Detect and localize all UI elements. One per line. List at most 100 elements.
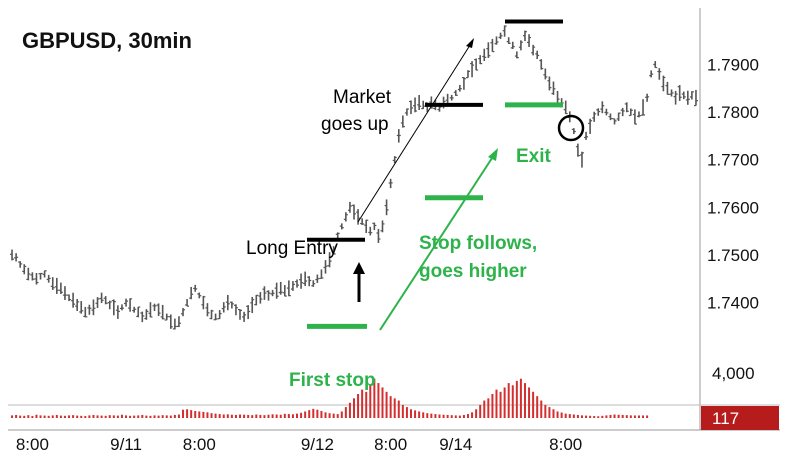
price-bar bbox=[608, 113, 613, 121]
price-bar bbox=[506, 37, 511, 44]
stop-follows-line1: Stop follows, bbox=[419, 233, 537, 254]
volume-bar bbox=[267, 414, 270, 418]
volume-bar bbox=[320, 411, 323, 418]
stop-follows-line2: goes higher bbox=[419, 261, 527, 282]
price-bar bbox=[404, 108, 409, 116]
price-bar bbox=[213, 313, 218, 321]
volume-bar bbox=[145, 415, 148, 418]
volume-bar bbox=[251, 415, 254, 418]
price-bar bbox=[649, 70, 654, 78]
volume-bar bbox=[120, 414, 123, 418]
price-bar bbox=[46, 274, 51, 283]
volume-bar bbox=[27, 415, 30, 418]
price-bar bbox=[380, 220, 385, 233]
x-axis-ticks: 8:00 9/11 8:00 9/12 8:00 9/14 8:00 bbox=[16, 435, 582, 454]
price-bar bbox=[364, 219, 369, 234]
stop-trail-arrow-head bbox=[488, 148, 498, 161]
price-bar bbox=[551, 81, 556, 95]
volume-bar bbox=[532, 391, 535, 418]
volume-bar bbox=[475, 409, 478, 418]
price-bar bbox=[262, 286, 267, 300]
volume-bar bbox=[438, 414, 441, 418]
volume-bar bbox=[137, 415, 140, 418]
volume-bar bbox=[483, 400, 486, 418]
price-bar bbox=[490, 38, 495, 53]
volume-bar bbox=[605, 415, 608, 418]
volume-bar bbox=[585, 415, 588, 418]
volume-bar bbox=[316, 409, 319, 418]
price-bar bbox=[502, 25, 507, 37]
price-bars-group bbox=[10, 25, 698, 330]
price-bar bbox=[645, 93, 650, 102]
price-bar bbox=[579, 151, 584, 168]
price-bar bbox=[75, 298, 80, 311]
price-bar bbox=[657, 68, 662, 80]
volume-bar bbox=[230, 414, 233, 418]
price-bar bbox=[612, 118, 617, 125]
price-bar bbox=[221, 302, 226, 313]
volume-bar bbox=[88, 415, 91, 418]
price-bar bbox=[229, 301, 234, 309]
volume-bar bbox=[279, 414, 282, 418]
price-bar bbox=[392, 156, 397, 164]
exit-label: Exit bbox=[516, 146, 552, 167]
price-bar bbox=[164, 313, 169, 321]
volume-bar bbox=[503, 387, 506, 418]
price-bar bbox=[584, 131, 589, 140]
volume-bar bbox=[247, 414, 250, 418]
price-bar bbox=[522, 30, 527, 42]
volume-bar bbox=[239, 414, 242, 418]
price-bar bbox=[38, 272, 43, 280]
price-bar bbox=[482, 48, 487, 62]
volume-bar bbox=[72, 415, 75, 418]
volume-bar bbox=[332, 413, 335, 418]
volume-bar bbox=[259, 414, 262, 418]
price-bar bbox=[160, 304, 165, 320]
volume-bar bbox=[84, 416, 87, 418]
volume-bar bbox=[462, 414, 465, 418]
volume-bar bbox=[243, 414, 246, 418]
volume-bar bbox=[263, 415, 266, 418]
volume-bar bbox=[528, 387, 531, 418]
price-bar bbox=[128, 298, 133, 312]
price-bar bbox=[685, 90, 690, 105]
volume-bar bbox=[186, 409, 189, 418]
volume-bar bbox=[296, 413, 299, 418]
price-bar bbox=[408, 100, 413, 115]
volume-bar bbox=[629, 415, 632, 418]
y-tick-label: 1.7800 bbox=[707, 103, 759, 122]
volume-bar bbox=[348, 402, 351, 418]
volume-bar bbox=[161, 415, 164, 418]
volume-bar bbox=[466, 414, 469, 418]
price-bar bbox=[278, 281, 283, 295]
volume-bar bbox=[536, 396, 539, 418]
volume-bar bbox=[593, 416, 596, 418]
volume-bar bbox=[515, 380, 518, 418]
price-bar bbox=[87, 304, 92, 315]
price-bar bbox=[368, 226, 373, 236]
price-bar bbox=[233, 304, 238, 316]
volume-bar bbox=[499, 391, 502, 418]
volume-bar bbox=[454, 415, 457, 418]
x-tick-label: 9/11 bbox=[110, 435, 142, 454]
volume-bar bbox=[556, 411, 559, 418]
price-bar bbox=[465, 70, 470, 79]
volume-bar bbox=[291, 414, 294, 418]
volume-bar bbox=[625, 415, 628, 418]
volume-bar bbox=[51, 415, 54, 418]
price-bar bbox=[421, 100, 426, 110]
price-bar bbox=[282, 285, 287, 297]
volume-bar bbox=[287, 414, 290, 418]
volume-bar bbox=[214, 413, 217, 418]
volume-bar bbox=[104, 415, 107, 418]
price-bar bbox=[689, 91, 694, 100]
price-bar bbox=[461, 76, 466, 90]
volume-bar bbox=[324, 412, 327, 418]
entry-arrow-head bbox=[353, 262, 365, 274]
y-tick-label: 1.7500 bbox=[707, 246, 759, 265]
volume-bar bbox=[613, 414, 616, 418]
volume-bar bbox=[507, 383, 510, 418]
volume-bar bbox=[222, 414, 225, 418]
volume-bar bbox=[491, 394, 494, 418]
volume-bar bbox=[589, 415, 592, 418]
